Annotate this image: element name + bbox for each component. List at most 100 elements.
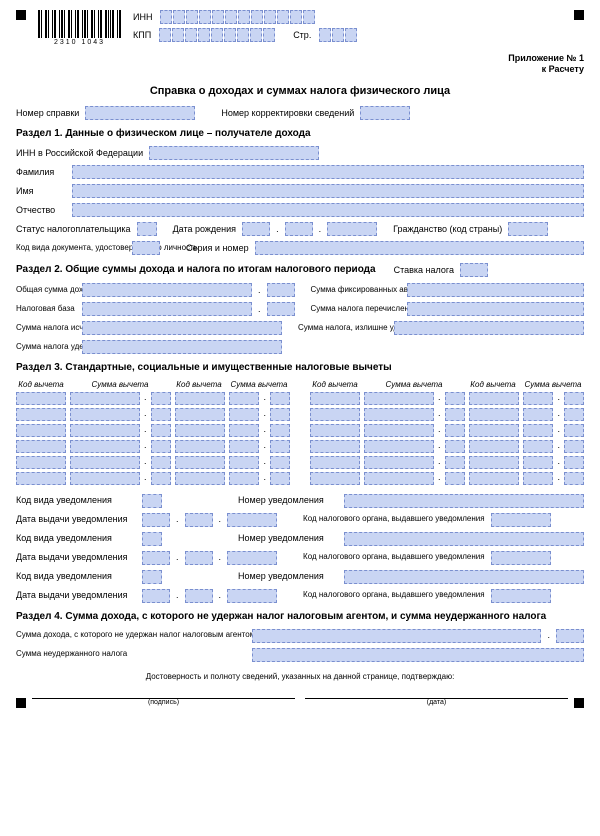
s2-rate-field[interactable] (460, 263, 488, 277)
s3-notice-num-field-2[interactable] (344, 532, 584, 546)
s2-fixed-adv-label: Сумма фиксированных авансовых платежей (311, 286, 401, 295)
s3-notice-num-field-1[interactable] (344, 494, 584, 508)
section4-heading: Раздел 4. Сумма дохода, с которого не уд… (16, 611, 584, 623)
s1-patronymic-label: Отчество (16, 205, 66, 216)
signature-line[interactable] (32, 685, 295, 699)
s4-tax-label: Сумма неудержанного налога (16, 650, 246, 659)
s2-tax-withheld-label: Сумма налога удержанная (16, 343, 76, 352)
s2-tax-excess-label: Сумма налога, излишне удержанная налогов… (298, 324, 388, 333)
s3-tax-org-label-2: Код налогового органа, выдавшего уведомл… (303, 553, 485, 562)
page-field[interactable] (319, 28, 357, 42)
s2-tax-calc-label: Сумма налога исчисленная (16, 324, 76, 333)
cert-number-field[interactable] (85, 106, 195, 120)
s3-notice-num-label-1: Номер уведомления (238, 495, 338, 506)
s3-row: .. (16, 472, 290, 485)
form-title: Справка о доходах и суммах налога физиче… (16, 85, 584, 98)
page-label: Стр. (293, 30, 311, 41)
s1-name-field[interactable] (72, 184, 584, 198)
appendix-line2: к Расчету (16, 64, 584, 75)
s1-doc-code-label: Код вида документа, удостоверяющего личн… (16, 244, 126, 253)
s4-tax-field[interactable] (252, 648, 584, 662)
s3-row: .. (310, 456, 584, 469)
confirm-text: Достоверность и полноту сведений, указан… (16, 672, 584, 682)
s1-inn-rf-label: ИНН в Российской Федерации (16, 148, 143, 159)
s3-code-h2: Код вычета (174, 380, 224, 390)
s3-notice-date-label-2: Дата выдачи уведомления (16, 552, 136, 563)
s2-tax-base-dec[interactable] (267, 302, 295, 316)
barcode: 2310 1043 (38, 10, 121, 47)
s3-notice-code-field-3[interactable] (142, 570, 162, 584)
inn-field[interactable] (160, 10, 315, 24)
s3-row: .. (16, 424, 290, 437)
kpp-field[interactable] (159, 28, 275, 42)
s1-dob-day[interactable] (242, 222, 270, 236)
s2-total-income-int[interactable] (82, 283, 252, 297)
s3-tax-org-field-1[interactable] (491, 513, 551, 527)
s3-row: .. (310, 424, 584, 437)
s2-tax-excess-field[interactable] (394, 321, 584, 335)
s1-status-field[interactable] (137, 222, 157, 236)
s3-row: .. (310, 392, 584, 405)
inn-label: ИНН (133, 12, 152, 23)
correction-number-label: Номер корректировки сведений (221, 108, 354, 119)
date-caption: (дата) (305, 699, 568, 707)
s3-notice-code-field-1[interactable] (142, 494, 162, 508)
s3-tax-org-label-3: Код налогового органа, выдавшего уведомл… (303, 591, 485, 600)
s2-tax-base-label: Налоговая база (16, 305, 76, 314)
s2-tax-base-int[interactable] (82, 302, 252, 316)
s1-citizenship-label: Гражданство (код страны) (393, 224, 502, 235)
s1-dob-label: Дата рождения (173, 224, 237, 235)
s2-total-income-label: Общая сумма дохода (16, 286, 76, 295)
s3-row: .. (310, 408, 584, 421)
correction-number-field[interactable] (360, 106, 410, 120)
s3-notice-num-label-2: Номер уведомления (238, 533, 338, 544)
s3-sum-h4: Сумма вычета (522, 380, 584, 390)
s3-notice-date-label-1: Дата выдачи уведомления (16, 514, 136, 525)
s1-surname-field[interactable] (72, 165, 584, 179)
s1-inn-rf-field[interactable] (149, 146, 319, 160)
s4-income-label: Сумма дохода, с которого не удержан нало… (16, 631, 246, 640)
s3-row: .. (16, 392, 290, 405)
s2-fixed-adv-field[interactable] (407, 283, 584, 297)
s2-total-income-dec[interactable] (267, 283, 295, 297)
kpp-label: КПП (133, 30, 151, 41)
s1-status-label: Статус налогоплательщика (16, 224, 131, 235)
section1-heading: Раздел 1. Данные о физическом лице – пол… (16, 128, 584, 140)
s3-notice-num-field-3[interactable] (344, 570, 584, 584)
barcode-number: 2310 1043 (54, 39, 105, 47)
s3-notice-num-label-3: Номер уведомления (238, 571, 338, 582)
s2-tax-transferred-field[interactable] (407, 302, 584, 316)
s3-sum-h1: Сумма вычета (70, 380, 170, 390)
s3-code-h4: Код вычета (468, 380, 518, 390)
s4-income-int-field[interactable] (252, 629, 541, 643)
s3-tax-org-field-3[interactable] (491, 589, 551, 603)
s3-tax-org-field-2[interactable] (491, 551, 551, 565)
section3-heading: Раздел 3. Стандартные, социальные и имущ… (16, 362, 584, 374)
s3-notice-code-field-2[interactable] (142, 532, 162, 546)
s2-tax-withheld-field[interactable] (82, 340, 282, 354)
s2-rate-label: Ставка налога (394, 265, 454, 276)
appendix-line1: Приложение № 1 (16, 53, 584, 64)
s2-tax-transferred-label: Сумма налога перечисленная (311, 305, 401, 314)
cert-number-label: Номер справки (16, 108, 79, 119)
s3-code-h3: Код вычета (310, 380, 360, 390)
s2-tax-calc-field[interactable] (82, 321, 282, 335)
s1-name-label: Имя (16, 186, 66, 197)
s3-code-h1: Код вычета (16, 380, 66, 390)
s3-notice-code-label-1: Код вида уведомления (16, 495, 136, 506)
s4-income-dec-field[interactable] (556, 629, 584, 643)
date-line[interactable] (305, 685, 568, 699)
s1-doc-code-field[interactable] (132, 241, 160, 255)
s1-dob-year[interactable] (327, 222, 377, 236)
s3-row: .. (16, 408, 290, 421)
s1-citizenship-field[interactable] (508, 222, 548, 236)
s3-notice-code-label-2: Код вида уведомления (16, 533, 136, 544)
s3-notice-code-label-3: Код вида уведомления (16, 571, 136, 582)
s1-surname-label: Фамилия (16, 167, 66, 178)
s1-patronymic-field[interactable] (72, 203, 584, 217)
s3-sum-h2: Сумма вычета (228, 380, 290, 390)
s1-series-field[interactable] (255, 241, 584, 255)
s1-dob-month[interactable] (285, 222, 313, 236)
s3-notice-date-label-3: Дата выдачи уведомления (16, 590, 136, 601)
s3-row: .. (16, 456, 290, 469)
